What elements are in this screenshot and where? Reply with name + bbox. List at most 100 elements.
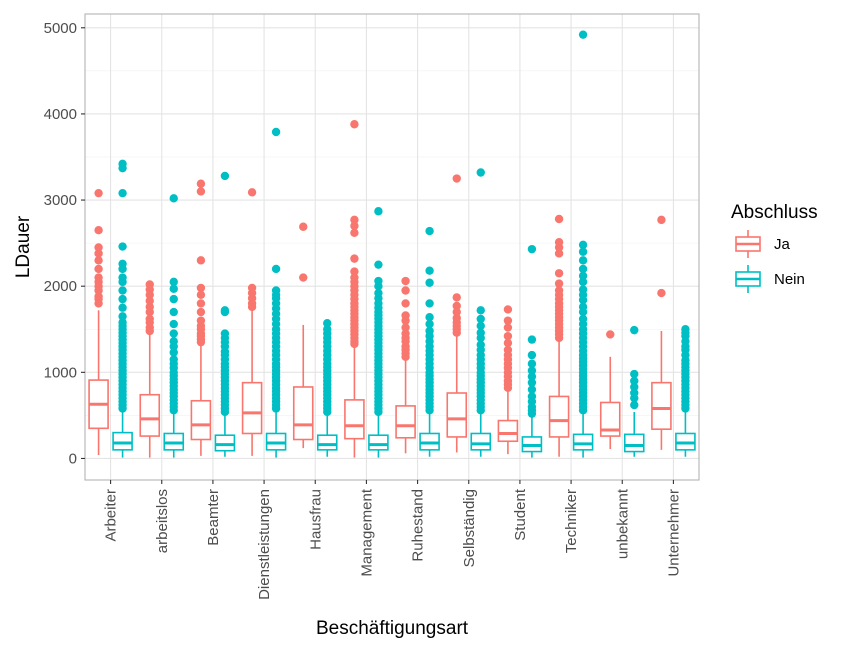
- y-tick-label: 5000: [44, 20, 77, 37]
- outlier-point: [476, 340, 485, 349]
- outlier-point: [554, 286, 564, 295]
- outlier-point: [169, 337, 178, 346]
- box-layer: [88, 30, 696, 458]
- y-tick-label: 3000: [44, 192, 77, 209]
- outlier-point: [425, 278, 434, 287]
- box-body: [292, 386, 314, 441]
- outlier-point: [169, 329, 178, 338]
- outlier-point: [630, 388, 639, 398]
- box-body: [599, 401, 621, 437]
- outlier-point: [118, 286, 127, 295]
- legend-label-ja: Ja: [774, 236, 791, 253]
- outlier-point: [350, 215, 359, 225]
- outlier-point: [169, 319, 178, 329]
- outlier-point: [196, 307, 206, 317]
- outlier-point: [578, 302, 588, 312]
- outlier-point: [527, 366, 537, 375]
- outlier-point: [247, 188, 257, 197]
- outlier-point: [476, 328, 485, 337]
- outlier-point: [94, 256, 103, 265]
- outlier-point: [118, 159, 127, 169]
- legend-title: Abschluss: [731, 202, 818, 223]
- outlier-point: [94, 292, 103, 301]
- x-tick-label: Ruhestand: [410, 489, 427, 562]
- box-body: [344, 399, 365, 440]
- y-tick-label: 4000: [44, 106, 77, 123]
- box-nein-beamter: [214, 171, 236, 457]
- outlier-point: [299, 273, 308, 282]
- outlier-point: [196, 290, 206, 300]
- box-ja-hausfrau: [292, 222, 314, 449]
- outlier-point: [527, 378, 537, 387]
- outlier-point: [527, 385, 537, 394]
- outlier-point: [94, 243, 103, 252]
- outlier-point: [425, 299, 434, 308]
- box-ja-arbeiter: [88, 188, 109, 456]
- outlier-point: [578, 240, 588, 250]
- outlier-point: [527, 350, 537, 360]
- box-body: [548, 395, 570, 438]
- box-body: [112, 431, 133, 451]
- outlier-point: [401, 323, 410, 332]
- outlier-point: [94, 226, 103, 235]
- box-nein-dienstleistungen: [265, 127, 287, 458]
- outlier-point: [425, 319, 434, 329]
- box-nein-student: [521, 244, 543, 458]
- outlier-point: [94, 188, 103, 198]
- x-tick-label: Management: [358, 488, 375, 576]
- outlier-point: [452, 301, 461, 311]
- box-ja-unbekannt: [599, 330, 621, 449]
- x-tick-label: unbekannt: [614, 488, 631, 559]
- outlier-point: [630, 376, 639, 386]
- outlier-point: [220, 306, 230, 315]
- outlier-point: [118, 312, 127, 321]
- box-body: [316, 434, 338, 451]
- box-body: [368, 434, 389, 451]
- grid-lines: [85, 14, 699, 480]
- outlier-point: [527, 392, 537, 401]
- box-nein-selbständig: [470, 168, 492, 457]
- outlier-point: [220, 329, 230, 338]
- outlier-point: [271, 286, 281, 295]
- x-axis-title: Beschäftigungsart: [316, 618, 469, 639]
- outlier-point: [94, 249, 103, 258]
- legend-label-nein: Nein: [774, 271, 805, 288]
- outlier-point: [503, 338, 513, 348]
- outlier-point: [578, 277, 588, 287]
- outlier-point: [503, 345, 513, 355]
- outlier-point: [350, 273, 359, 282]
- outlier-point: [374, 288, 383, 298]
- outlier-point: [118, 294, 127, 304]
- outlier-point: [350, 221, 359, 231]
- outlier-point: [118, 273, 127, 282]
- box-ja-student: [497, 305, 519, 455]
- y-tick-label: 1000: [44, 364, 77, 381]
- outlier-point: [452, 174, 461, 183]
- outlier-point: [425, 313, 434, 322]
- outlier-point: [425, 226, 434, 236]
- outlier-point: [606, 330, 615, 339]
- legend: Abschluss Ja Nein: [731, 202, 818, 293]
- outlier-point: [118, 188, 127, 198]
- outlier-point: [169, 284, 178, 293]
- x-tick-label: Beamter: [205, 489, 222, 546]
- axis-layer: 0 1000 2000 3000 4000 5000 Arbeiter arbeitslos B…: [44, 20, 683, 600]
- x-tick-label: Hausfrau: [307, 489, 324, 550]
- outlier-point: [94, 264, 103, 274]
- box-body: [623, 433, 645, 453]
- box-nein-unbekannt: [623, 325, 645, 457]
- y-tick-label: 0: [69, 450, 77, 467]
- outlier-point: [350, 254, 359, 263]
- x-tick-label: Techniker: [563, 489, 580, 553]
- outlier-point: [503, 331, 513, 341]
- outlier-point: [401, 311, 410, 320]
- outlier-point: [169, 307, 178, 317]
- x-tick-label: Student: [512, 488, 529, 541]
- outlier-point: [554, 269, 564, 278]
- box-body: [572, 433, 594, 451]
- outlier-point: [323, 325, 332, 334]
- outlier-point: [578, 256, 588, 265]
- outlier-point: [503, 316, 513, 325]
- outlier-point: [476, 321, 485, 331]
- box-nein-unternehmer: [675, 325, 696, 457]
